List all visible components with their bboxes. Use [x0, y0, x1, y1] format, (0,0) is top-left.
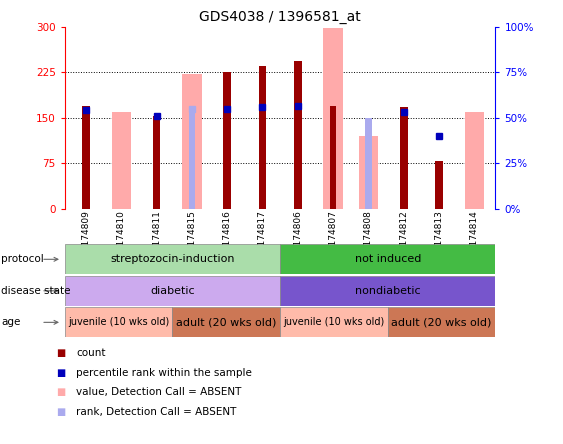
Bar	[280, 276, 495, 306]
Text: streptozocin-induction: streptozocin-induction	[110, 254, 235, 264]
Bar	[323, 28, 343, 209]
Text: protocol: protocol	[1, 254, 44, 264]
Text: not induced: not induced	[355, 254, 421, 264]
Bar	[330, 106, 336, 209]
Text: rank, Detection Call = ABSENT: rank, Detection Call = ABSENT	[76, 407, 236, 416]
Text: diabetic: diabetic	[150, 286, 195, 296]
Bar	[172, 307, 280, 337]
Text: adult (20 wks old): adult (20 wks old)	[391, 317, 492, 327]
Bar	[280, 307, 388, 337]
Bar	[182, 74, 202, 209]
Title: GDS4038 / 1396581_at: GDS4038 / 1396581_at	[199, 10, 361, 24]
Bar	[295, 106, 301, 209]
Text: percentile rank within the sample: percentile rank within the sample	[76, 368, 252, 377]
Text: ■: ■	[56, 348, 65, 358]
Bar	[365, 118, 372, 209]
Text: juvenile (10 wks old): juvenile (10 wks old)	[283, 317, 385, 327]
Bar	[400, 107, 408, 209]
Bar	[401, 111, 406, 209]
Bar	[435, 161, 443, 209]
Text: ■: ■	[56, 368, 65, 377]
Bar	[464, 111, 484, 209]
Text: nondiabetic: nondiabetic	[355, 286, 421, 296]
Text: count: count	[76, 348, 105, 358]
Bar	[65, 307, 172, 337]
Bar	[280, 244, 495, 274]
Bar	[359, 136, 378, 209]
Bar	[153, 116, 160, 209]
Bar	[83, 110, 88, 209]
Bar	[189, 111, 195, 209]
Text: adult (20 wks old): adult (20 wks old)	[176, 317, 276, 327]
Bar	[260, 107, 265, 209]
Bar	[65, 276, 280, 306]
Bar	[225, 109, 230, 209]
Bar	[111, 111, 131, 209]
Text: value, Detection Call = ABSENT: value, Detection Call = ABSENT	[76, 387, 242, 397]
Bar	[258, 66, 266, 209]
Bar	[65, 244, 280, 274]
Text: ■: ■	[56, 387, 65, 397]
Bar	[388, 307, 495, 337]
Bar	[224, 71, 231, 209]
Text: ■: ■	[56, 407, 65, 416]
Text: age: age	[1, 317, 20, 327]
Bar	[82, 106, 90, 209]
Text: juvenile (10 wks old): juvenile (10 wks old)	[68, 317, 169, 327]
Text: disease state: disease state	[1, 286, 70, 296]
Bar	[294, 61, 302, 209]
